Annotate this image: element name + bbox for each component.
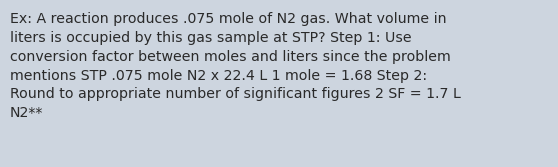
Text: Ex: A reaction produces .075 mole of N2 gas. What volume in
liters is occupied b: Ex: A reaction produces .075 mole of N2 … — [10, 12, 461, 120]
